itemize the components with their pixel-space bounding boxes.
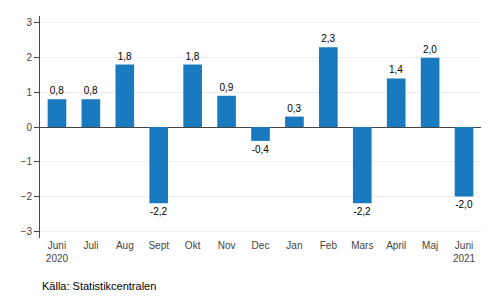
svg-text:-0,4: -0,4 [252,144,270,155]
svg-text:Juni2021: Juni2021 [453,240,476,264]
svg-text:-2,2: -2,2 [150,206,168,217]
svg-text:2: 2 [26,52,32,63]
svg-text:1,8: 1,8 [118,51,132,62]
svg-text:Jan: Jan [286,240,302,251]
svg-text:−2: −2 [21,191,33,202]
svg-text:1: 1 [26,87,32,98]
svg-text:Okt: Okt [185,240,201,251]
svg-text:0,9: 0,9 [219,82,233,93]
svg-text:−1: −1 [21,156,33,167]
svg-text:0,3: 0,3 [287,103,301,114]
svg-text:3: 3 [26,17,32,28]
svg-text:-2,0: -2,0 [455,199,473,210]
svg-text:Aug: Aug [116,240,134,251]
svg-text:Sept: Sept [148,240,169,251]
svg-text:1,8: 1,8 [185,51,199,62]
svg-text:Mars: Mars [351,240,373,251]
svg-text:Källa: Statistikcentralen: Källa: Statistikcentralen [42,280,156,292]
svg-text:1,4: 1,4 [389,64,403,75]
svg-text:Maj: Maj [422,240,438,251]
svg-text:April: April [386,240,406,251]
svg-text:Juni2020: Juni2020 [46,240,69,264]
svg-text:2,3: 2,3 [321,33,335,44]
svg-text:Nov: Nov [218,240,236,251]
svg-text:0: 0 [26,122,32,133]
svg-text:Feb: Feb [320,240,338,251]
svg-text:2,0: 2,0 [423,44,437,55]
svg-text:−3: −3 [21,226,33,237]
svg-text:0,8: 0,8 [50,85,64,96]
svg-text:-2,2: -2,2 [353,206,371,217]
svg-text:Dec: Dec [252,240,270,251]
svg-text:0,8: 0,8 [84,85,98,96]
svg-text:Juli: Juli [83,240,98,251]
